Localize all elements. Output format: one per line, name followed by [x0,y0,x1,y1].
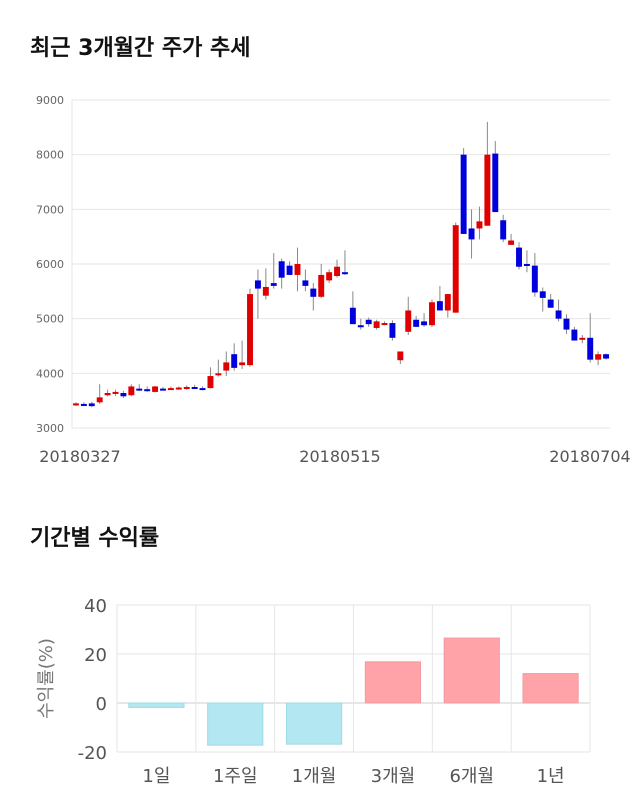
candle-body [413,319,420,327]
candle-body [310,288,317,297]
x-category-label: 1년 [537,766,565,787]
y-tick-label: 40 [84,596,107,617]
candle-body [539,291,546,298]
candle-body [341,272,348,275]
candle-body [96,397,103,403]
candle-body [587,337,594,360]
return-bar [443,637,500,704]
price-trend-title: 최근 3개월간 주가 추세 [30,36,251,61]
candle-body [492,153,499,213]
y-tick-label: 5000 [36,313,64,326]
return-bar [128,702,185,708]
candle-body [152,386,159,392]
candle-body [144,389,151,392]
candle-body [294,264,301,275]
x-category-label: 1개월 [292,766,337,787]
candle-body [183,387,190,389]
candle-body [579,337,586,340]
candle-body [231,354,238,368]
candle-body [128,386,135,396]
x-tick-label: 20180327 [39,447,120,466]
candle-body [223,362,230,371]
candle-body [334,266,341,277]
y-tick-label: 7000 [36,203,64,216]
candle-body [286,265,293,275]
candle-body [563,318,570,330]
y-tick-label: 9000 [36,94,64,107]
candle-body [278,261,285,278]
candle-body [516,247,522,267]
candle-body [468,228,475,240]
candle-body [484,154,491,226]
candle-body [595,354,602,360]
candle-body [104,393,111,396]
candle-body [262,286,269,296]
candle-body [476,221,483,229]
return-bar [522,673,579,704]
x-category-label: 1주일 [213,766,258,787]
candle-body [523,264,530,266]
candle-body [555,310,562,319]
candle-body [547,299,554,308]
period-returns-title: 기간별 수익률 [30,526,160,551]
candle-body [397,351,404,361]
candle-body [326,272,333,281]
candle-body [112,391,119,394]
candle-body [302,280,309,286]
return-bar [364,661,422,704]
candle-body [120,393,127,397]
x-category-label: 6개월 [449,766,494,787]
candle-body [365,319,372,325]
candle-body [460,154,467,234]
candle-body [72,403,79,406]
candle-body [167,388,174,391]
candle-body [571,329,578,341]
x-category-label: 3개월 [371,766,416,787]
candle-body [421,321,428,326]
candle-body [436,301,443,311]
candle-body [452,225,459,313]
candle-body [247,294,253,366]
y-tick-label: 3000 [36,422,64,435]
candle-body [405,310,412,332]
candlestick-chart: 3000 4000 5000 6000 7000 8000 9000 20180327 2018… [36,94,631,466]
candle-body [160,388,166,391]
candle-body [136,388,143,391]
candle-body [191,387,198,389]
y-tick-label: -20 [78,743,107,764]
candle-body [270,283,277,286]
candle-body [444,294,451,311]
candle-body [531,265,538,293]
candle-body [508,240,515,245]
y-tick-label: 20 [84,645,107,666]
candle-body [207,376,214,389]
candle-body [349,307,356,325]
candle-body [381,323,388,326]
candle-body [175,387,182,390]
candle-body [357,325,364,328]
candle-body [603,354,610,359]
candle-body [215,373,222,376]
candle-body [239,362,246,366]
return-bar [285,702,343,745]
y-tick-label: 0 [96,694,107,715]
candle-body [88,403,95,407]
candle-body [199,388,206,391]
candle-body [500,220,507,240]
candle-body [429,302,435,326]
y-tick-label: 4000 [36,367,64,380]
y-tick-label: 6000 [36,258,64,271]
candle-body [318,274,325,297]
x-category-label: 1일 [142,766,170,787]
return-bar [207,702,264,746]
y-tick-label: 8000 [36,149,64,162]
candle-body [254,280,261,289]
x-tick-label: 20180704 [549,447,630,466]
candle-body [389,323,396,338]
candle-body [80,403,87,406]
x-tick-label: 20180515 [299,447,380,466]
y-axis-label: 수익률(%) [36,638,57,719]
candle-body [373,321,380,328]
